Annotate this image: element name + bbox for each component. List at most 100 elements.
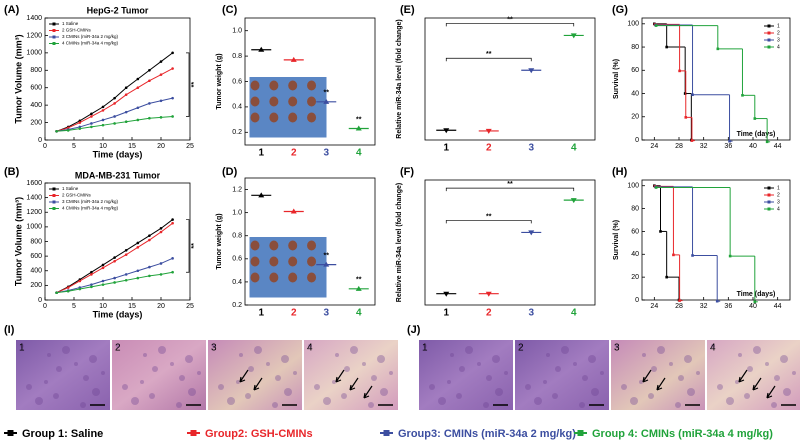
histology-texture bbox=[341, 393, 347, 399]
plot-frame bbox=[641, 179, 791, 301]
data-point bbox=[148, 238, 151, 242]
histology-texture bbox=[642, 353, 646, 357]
panel-label: (A) bbox=[4, 4, 20, 16]
y-tick-label: 1.0 bbox=[232, 209, 242, 216]
legend-label: 4 bbox=[777, 206, 780, 212]
data-point bbox=[113, 115, 116, 118]
legend-label: 3 CMINs (miR-34a 2 mg/kg) bbox=[62, 34, 119, 39]
histology-texture bbox=[368, 402, 374, 408]
histology-texture bbox=[738, 353, 742, 357]
data-point bbox=[148, 274, 151, 278]
histology-texture bbox=[245, 393, 251, 399]
x-tick-label: 3 bbox=[528, 308, 534, 319]
annotation: ** bbox=[486, 213, 492, 220]
data-point bbox=[113, 259, 116, 263]
data-point bbox=[90, 285, 93, 289]
histology-texture bbox=[188, 388, 196, 396]
data-point bbox=[124, 248, 128, 252]
legend-marker bbox=[52, 35, 56, 39]
x-tick-label: 1 bbox=[258, 148, 264, 159]
histology-texture bbox=[26, 384, 32, 390]
histology-texture bbox=[314, 384, 320, 390]
y-tick-label: 1400 bbox=[26, 15, 42, 22]
data-point bbox=[148, 116, 151, 120]
y-axis-label: Survival (%) bbox=[613, 59, 620, 99]
x-tick-label: 15 bbox=[128, 303, 136, 310]
x-tick-label: 2 bbox=[486, 308, 492, 319]
histology-texture bbox=[711, 344, 715, 348]
x-tick-label: 3 bbox=[528, 143, 534, 154]
mean-marker bbox=[443, 291, 450, 297]
x-tick-label: 10 bbox=[99, 303, 107, 310]
histology-texture bbox=[735, 380, 739, 384]
histology-texture bbox=[35, 397, 43, 405]
data-point bbox=[124, 253, 128, 256]
histology-texture bbox=[456, 393, 462, 399]
data-point bbox=[55, 291, 58, 294]
histology-texture bbox=[591, 388, 599, 396]
legend-marker bbox=[577, 430, 584, 436]
histology-texture bbox=[579, 402, 585, 408]
y-tick-label: 1000 bbox=[26, 50, 42, 57]
legend-marker bbox=[52, 42, 56, 45]
x-tick-label: 4 bbox=[356, 308, 362, 319]
legend-label: 4 CMINs (miR-34a 4 mg/kg) bbox=[62, 41, 119, 46]
histology-texture bbox=[179, 375, 185, 381]
y-tick-label: 80 bbox=[631, 44, 639, 51]
histology-texture bbox=[185, 355, 193, 363]
histology-texture bbox=[753, 346, 761, 354]
x-axis-label: Time (days) bbox=[737, 291, 776, 298]
tumor-photo-item bbox=[307, 240, 317, 251]
data-point bbox=[101, 109, 105, 112]
mean-marker bbox=[570, 198, 577, 204]
y-axis-label: Relative miR-34a level (fold change) bbox=[396, 19, 403, 138]
data-point bbox=[148, 68, 151, 72]
y-tick-label: 20 bbox=[631, 114, 639, 121]
data-point bbox=[55, 129, 58, 133]
data-point bbox=[136, 246, 140, 249]
histology-image bbox=[16, 340, 110, 410]
y-tick-label: 0 bbox=[38, 137, 42, 144]
legend-marker bbox=[767, 38, 771, 42]
legend-marker bbox=[52, 22, 56, 26]
x-tick-label: 1 bbox=[443, 143, 449, 154]
histology-texture bbox=[447, 380, 451, 384]
annotation: ** bbox=[356, 277, 362, 284]
significance-bracket bbox=[445, 23, 575, 27]
histology-texture bbox=[684, 355, 692, 363]
histology-texture bbox=[74, 362, 78, 366]
tile-label: 1 bbox=[19, 343, 25, 354]
histology-texture bbox=[780, 355, 788, 363]
legend-label: 1 bbox=[777, 23, 780, 29]
data-point bbox=[171, 51, 174, 55]
y-axis-label: Tumor weight (g) bbox=[216, 53, 223, 109]
histology-texture bbox=[293, 371, 297, 375]
histology-texture bbox=[170, 362, 174, 366]
y-tick-label: 40 bbox=[631, 90, 639, 97]
y-tick-label: 1000 bbox=[26, 224, 42, 231]
histology-texture bbox=[675, 402, 681, 408]
data-point bbox=[659, 230, 662, 233]
data-point bbox=[728, 139, 731, 143]
data-point bbox=[753, 117, 757, 120]
tumor-photo-item bbox=[250, 240, 260, 251]
histology-texture bbox=[122, 384, 128, 390]
x-tick-label: 5 bbox=[72, 143, 76, 150]
y-tick-label: 0.6 bbox=[232, 256, 242, 263]
histology-image bbox=[611, 340, 705, 410]
histology-texture bbox=[140, 380, 144, 384]
y-tick-label: 400 bbox=[30, 268, 42, 275]
panel-label: (D) bbox=[222, 166, 238, 178]
histology-texture bbox=[678, 375, 684, 381]
data-point bbox=[159, 273, 163, 276]
mean-marker bbox=[355, 285, 362, 291]
chart-title: MDA-MB-231 Tumor bbox=[75, 170, 161, 180]
legend-label: 2 bbox=[777, 30, 780, 36]
histology-texture bbox=[176, 402, 182, 408]
tile-label: 3 bbox=[211, 343, 217, 354]
data-point bbox=[159, 60, 163, 63]
tumor-photo-item bbox=[269, 96, 279, 107]
data-point bbox=[66, 286, 70, 289]
legend-marker bbox=[767, 31, 771, 35]
mean-marker bbox=[570, 33, 577, 39]
